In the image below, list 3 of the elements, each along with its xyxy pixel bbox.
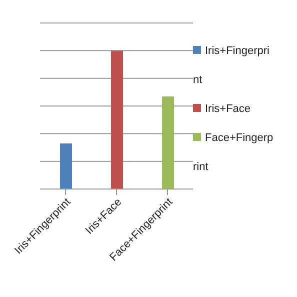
text: Iris+Fingerprint [193,45,270,86]
legend-label: Iris+Face [205,103,251,115]
text: Face+Fingerprint [193,132,274,173]
